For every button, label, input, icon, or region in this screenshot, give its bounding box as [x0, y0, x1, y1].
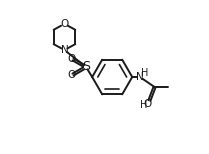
Text: O: O	[67, 71, 75, 80]
Text: O: O	[144, 99, 152, 109]
Text: O: O	[67, 54, 75, 63]
Text: S: S	[82, 61, 90, 73]
Text: H: H	[140, 100, 148, 110]
Text: N: N	[136, 72, 144, 82]
Text: N: N	[61, 45, 68, 55]
Text: O: O	[60, 19, 69, 29]
Text: H: H	[140, 68, 148, 78]
